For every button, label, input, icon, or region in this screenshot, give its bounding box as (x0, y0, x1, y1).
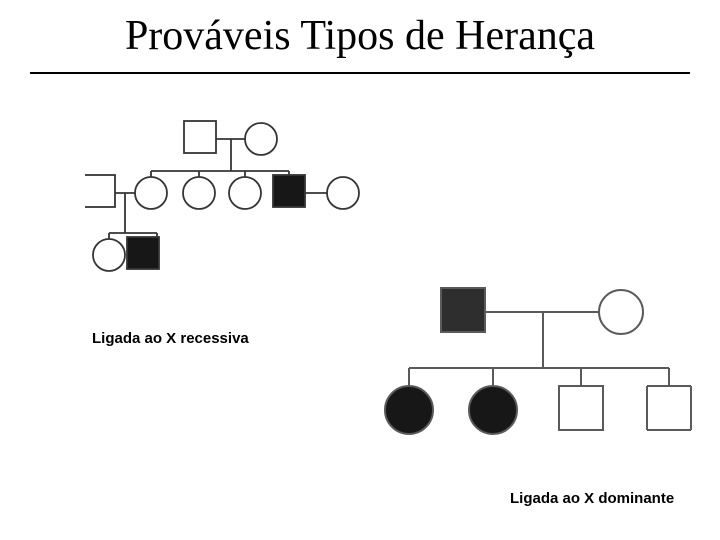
caption-x-recessive: Ligada ao X recessiva (92, 330, 249, 347)
caption-x-dominant: Ligada ao X dominante (510, 490, 674, 507)
title-underline (30, 72, 690, 74)
slide-title: Prováveis Tipos de Herança (0, 12, 720, 60)
pedigree-x-dominant (365, 280, 700, 475)
pedigree-x-recessive (85, 115, 405, 325)
